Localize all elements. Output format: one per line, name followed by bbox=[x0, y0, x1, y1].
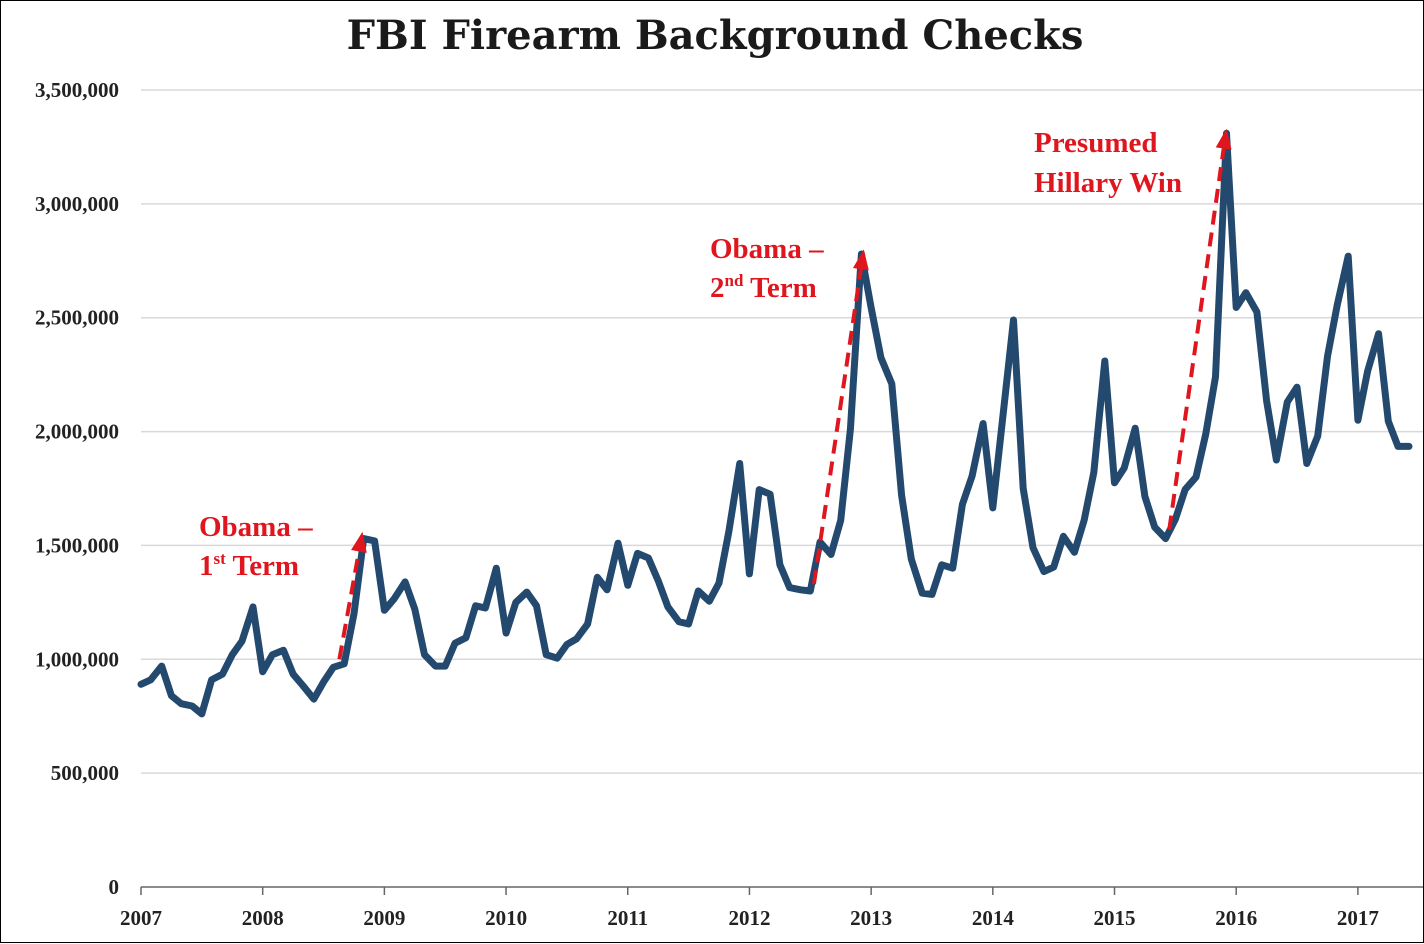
y-axis-tick-labels: 0 500,000 1,000,000 1,500,000 2,000,000 2,500… bbox=[35, 78, 119, 899]
x-tick-label: 2013 bbox=[850, 906, 892, 930]
x-tick-label: 2014 bbox=[972, 906, 1015, 930]
x-tick-label: 2009 bbox=[363, 906, 405, 930]
annotation-arrow bbox=[337, 551, 361, 660]
x-tick-label: 2007 bbox=[120, 906, 162, 930]
annotation-label: 2nd Term bbox=[710, 271, 817, 304]
x-tick-label: 2015 bbox=[1094, 906, 1136, 930]
annotation-arrow bbox=[1167, 148, 1226, 530]
x-tick-label: 2008 bbox=[242, 906, 284, 930]
annotation-label: Obama – bbox=[199, 511, 313, 543]
y-tick-label: 1,000,000 bbox=[35, 647, 119, 671]
y-tick-label: 3,000,000 bbox=[35, 192, 119, 216]
annotation-label: Obama – bbox=[710, 233, 824, 265]
x-tick-label: 2016 bbox=[1215, 906, 1257, 930]
y-tick-label: 1,500,000 bbox=[35, 533, 119, 557]
y-tick-label: 0 bbox=[109, 875, 120, 899]
chart-title: FBI Firearm Background Checks bbox=[347, 12, 1084, 59]
annotation-arrowhead bbox=[1215, 128, 1232, 150]
y-tick-label: 2,000,000 bbox=[35, 420, 119, 444]
annotation-label: Hillary Win bbox=[1034, 167, 1182, 199]
annotations: Obama – 1st Term Obama – 2nd Term Presumed Hi… bbox=[199, 127, 1232, 660]
x-tick-label: 2012 bbox=[728, 906, 770, 930]
annotation-arrowhead bbox=[852, 249, 869, 271]
series-layer bbox=[137, 129, 1413, 718]
series-line bbox=[137, 129, 1413, 718]
x-tick-label: 2017 bbox=[1337, 906, 1379, 930]
annotation-arrowhead bbox=[351, 531, 367, 553]
x-tick-label: 2010 bbox=[485, 906, 527, 930]
annotation-arrow bbox=[811, 268, 863, 585]
x-axis: 2007 2008 2009 2010 2011 2012 2013 2014 2015 2016… bbox=[120, 886, 1423, 930]
y-tick-label: 3,500,000 bbox=[35, 78, 119, 102]
x-tick-label: 2011 bbox=[607, 906, 648, 930]
annotation-label: Presumed bbox=[1034, 127, 1158, 159]
y-tick-label: 500,000 bbox=[51, 761, 119, 785]
annotation-label: 1st Term bbox=[199, 549, 299, 582]
y-tick-label: 2,500,000 bbox=[35, 306, 119, 330]
